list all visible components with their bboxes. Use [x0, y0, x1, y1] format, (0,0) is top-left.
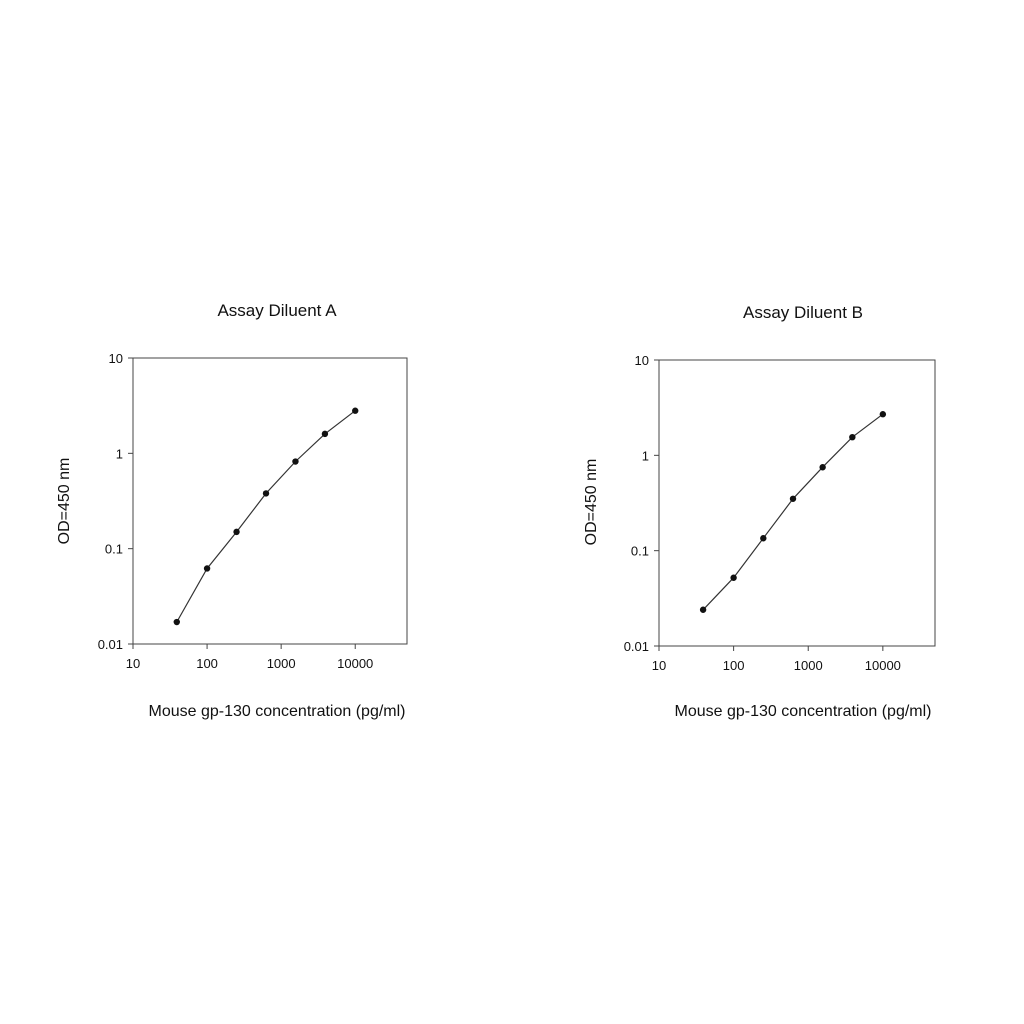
chart-a-y-tick-label: 1: [116, 446, 123, 461]
chart-b-x-tick-label: 10: [652, 658, 666, 673]
chart-b-x-ticks: 10 100 1000 10000: [652, 646, 901, 673]
chart-a-y-tick-label: 10: [109, 351, 123, 366]
chart-b-series: [699, 411, 887, 613]
chart-a-data-point: [262, 490, 270, 497]
chart-a-data-point: [173, 618, 180, 626]
chart-a-x-tick-label: 10: [126, 656, 140, 671]
chart-a-x-ticks: 10 100 1000 10000: [126, 644, 373, 671]
chart-a-x-tick-label: 10000: [337, 656, 373, 671]
chart-a-series: [173, 407, 359, 626]
chart-b-title: Assay Diluent B: [743, 303, 863, 322]
chart-b-data-point: [819, 464, 826, 471]
chart-b-data-point: [789, 495, 797, 502]
chart-b-data-point: [699, 606, 707, 613]
chart-b-y-tick-label: 1: [642, 448, 649, 463]
chart-b-x-tick-label: 1000: [794, 658, 823, 673]
chart-a-y-axis-label: OD=450 nm: [56, 458, 73, 545]
chart-b-data-point: [879, 411, 887, 418]
chart-b-x-axis-label: Mouse gp-130 concentration (pg/ml): [674, 703, 931, 720]
chart-b-data-point: [730, 574, 737, 581]
chart-a-title: Assay Diluent A: [217, 301, 337, 320]
chart-a-data-point: [321, 430, 329, 438]
chart-a-x-tick-label: 100: [196, 656, 218, 671]
chart-a-y-tick-label: 0.1: [105, 542, 123, 557]
chart-a-x-tick-label: 1000: [267, 656, 296, 671]
chart-b-y-tick-label: 0.01: [624, 639, 649, 654]
chart-b-x-tick-label: 10000: [865, 658, 901, 673]
chart-b-y-ticks: 0.01 0.1 1 10: [624, 353, 659, 654]
chart-a-y-tick-label: 0.01: [98, 637, 123, 652]
chart-b-y-axis-label: OD=450 nm: [583, 459, 600, 546]
chart-a-data-point: [352, 407, 359, 414]
chart-b-x-tick-label: 100: [723, 658, 745, 673]
chart-b-data-point: [849, 433, 856, 441]
chart-a-y-ticks: 0.01 0.1 1 10: [98, 351, 133, 652]
chart-a-data-point: [233, 528, 240, 536]
chart-a-plot-frame: [132, 357, 408, 645]
chart-a-data-point: [203, 565, 211, 572]
chart-a-data-point: [292, 458, 299, 465]
chart-b-y-tick-label: 0.1: [631, 544, 649, 559]
chart-b-y-tick-label: 10: [635, 353, 649, 368]
chart-a: Assay Diluent A Mouse gp-130 concentrati…: [56, 301, 408, 720]
chart-b: Assay Diluent B Mouse gp-130 concentrati…: [583, 303, 936, 720]
chart-a-x-axis-label: Mouse gp-130 concentration (pg/ml): [148, 703, 405, 720]
chart-b-data-point: [760, 535, 767, 542]
chart-b-plot-frame: [658, 359, 936, 647]
